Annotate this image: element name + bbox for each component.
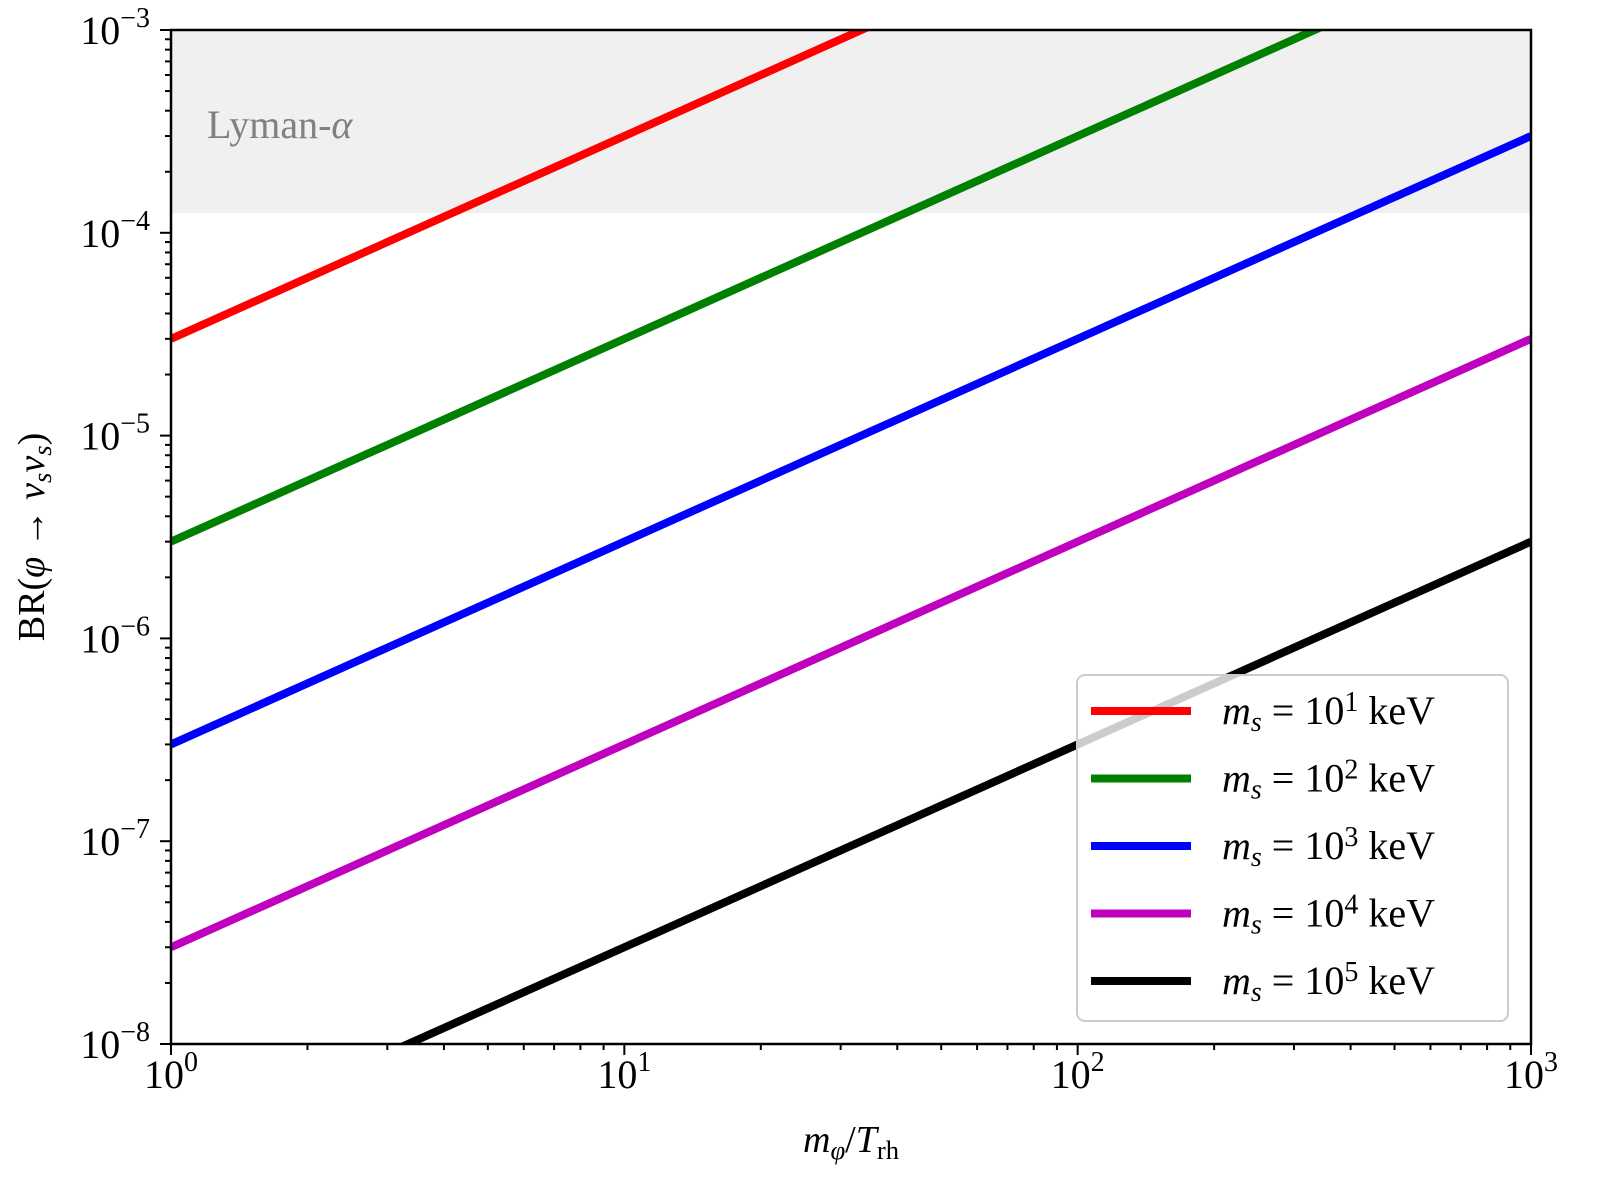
legend-label: ms​ = 102​ keV [1222, 755, 1435, 806]
legend-label: ms​ = 103​ keV [1222, 822, 1435, 873]
series-line-2 [171, 30, 1325, 546]
legend-label: ms​ = 104​ keV [1222, 890, 1435, 941]
series-lines [171, 30, 1531, 1044]
legend: ms​ = 101​ keV ms​ = 102​ keV ms​ = 103​ k… [1076, 674, 1509, 1022]
lyman-alpha-region: Lyman-α [171, 30, 1531, 214]
x-tick-label: 102 [1051, 1047, 1105, 1097]
y-axis-label: BR(φ → νs​νs​) [11, 433, 57, 642]
x-axis-label: mφ​/Trh​ [803, 1119, 899, 1165]
lyman-alpha-shade [171, 30, 1531, 214]
series-line-3 [171, 132, 1531, 749]
y-tick-label: 10−4 [80, 206, 150, 256]
series-line-5 [398, 537, 1531, 1044]
lyman-alpha-label: Lyman-α [207, 102, 353, 147]
y-tick-label: 10−8 [80, 1017, 150, 1067]
x-tick-label: 103 [1504, 1047, 1558, 1097]
plot-frame [169, 28, 1533, 1046]
x-tick-label: 101 [597, 1047, 651, 1097]
legend-frame [1076, 674, 1509, 1022]
y-tick-label: 10−7 [80, 814, 150, 864]
axis-ticks: 100 101 102 103 10−3 10−4 10−5 10−6 10−7 10−8 [80, 3, 1558, 1097]
y-tick-label: 10−5 [80, 409, 150, 459]
y-tick-label: 10−3 [80, 3, 150, 53]
x-tick-label: 100 [144, 1047, 198, 1097]
y-tick-label: 10−6 [80, 611, 150, 661]
legend-label: ms​ = 101​ keV [1222, 687, 1435, 738]
series-line-1 [171, 30, 872, 343]
series-line-4 [171, 335, 1531, 951]
legend-label: ms​ = 105​ keV [1222, 957, 1435, 1008]
